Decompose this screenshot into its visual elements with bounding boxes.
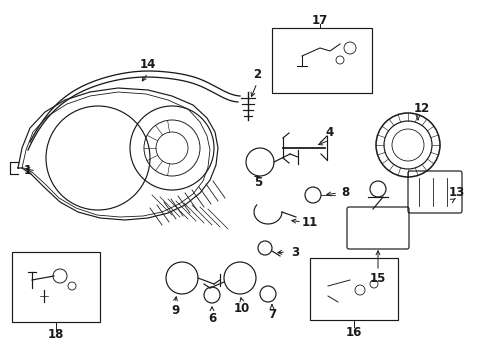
Bar [12, 252, 100, 322]
Text: 3: 3 [290, 246, 299, 258]
Text: 17: 17 [311, 13, 327, 27]
Text: 5: 5 [253, 176, 262, 189]
Text: 6: 6 [207, 311, 216, 324]
Text: 8: 8 [340, 186, 348, 199]
Text: 1: 1 [24, 165, 32, 177]
Text: 18: 18 [48, 328, 64, 342]
Text: 15: 15 [369, 271, 386, 284]
Text: 2: 2 [252, 68, 261, 81]
Text: 12: 12 [413, 102, 429, 114]
Text: 4: 4 [325, 126, 333, 139]
Text: 16: 16 [345, 325, 362, 338]
Text: 14: 14 [140, 58, 156, 72]
Bar [309, 258, 397, 320]
Text: 9: 9 [170, 303, 179, 316]
Text: 11: 11 [301, 216, 318, 229]
Text: 7: 7 [267, 309, 276, 321]
Text: 13: 13 [448, 185, 464, 198]
Text: 10: 10 [233, 302, 250, 315]
Bar [271, 28, 371, 93]
